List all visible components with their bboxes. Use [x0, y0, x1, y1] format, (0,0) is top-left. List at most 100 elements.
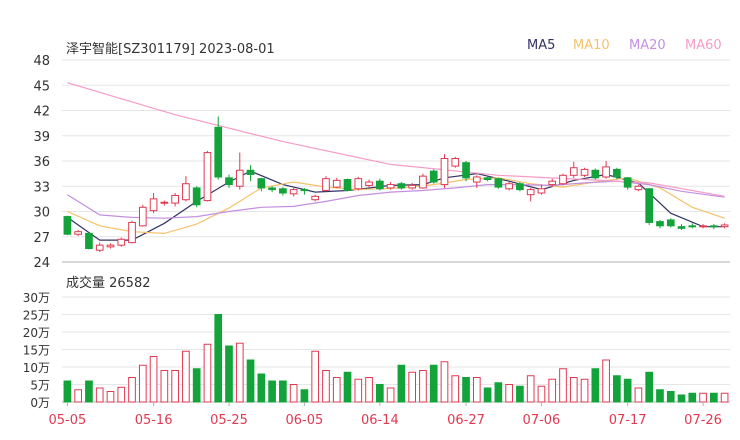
volume-bar-down — [677, 394, 686, 403]
legend-ma20: MA20 — [629, 38, 666, 53]
volume-bar-down — [494, 382, 503, 403]
volume-tick-label: 10万 — [23, 361, 50, 375]
candle-up — [451, 157, 460, 167]
candle-down — [623, 177, 632, 188]
date-tick-label: 07-17 — [609, 413, 647, 428]
volume-bar-up — [526, 375, 535, 403]
volume-bar-down — [645, 371, 654, 403]
candle-down — [375, 180, 384, 190]
candle-down — [279, 188, 287, 194]
price-tick-label: 45 — [33, 79, 50, 94]
legend-ma5: MA5 — [527, 38, 556, 53]
volume-bar-up — [699, 392, 707, 403]
volume-bar-up — [203, 343, 212, 403]
volume-bar-down — [257, 373, 266, 403]
candle-up — [332, 179, 341, 188]
candle-up — [569, 167, 578, 176]
volume-bar-up — [149, 356, 158, 403]
volume-bar-up — [505, 384, 513, 403]
candle-down — [656, 221, 664, 227]
candle-down — [214, 126, 223, 178]
candle-up — [419, 175, 427, 189]
candle-down — [462, 162, 470, 179]
volume-bar-up — [419, 370, 427, 403]
ma-line-ma20 — [67, 180, 725, 219]
volume-bar-up — [559, 368, 567, 403]
price-tick-label: 36 — [33, 155, 50, 170]
volume-bar-down — [85, 380, 93, 403]
date-tick-label: 05-05 — [48, 413, 86, 428]
candle-up — [95, 244, 104, 251]
volume-bar-up — [322, 370, 330, 403]
volume-bar-up — [106, 391, 115, 403]
volume-bar-down — [375, 384, 384, 403]
volume-tick-label: 30万 — [23, 291, 50, 305]
candle-up — [203, 152, 212, 202]
candle-down — [192, 187, 201, 206]
volume-tick-label: 5万 — [30, 379, 50, 393]
candle-up — [699, 225, 707, 228]
volume-bar-up — [451, 375, 460, 403]
candle-up — [548, 180, 557, 186]
volume-tick-label: 20万 — [23, 326, 50, 340]
candle-down — [429, 170, 438, 183]
price-tick-label: 48 — [33, 54, 50, 69]
candle-up — [580, 168, 589, 176]
price-tick-label: 24 — [33, 256, 50, 271]
candle-up — [720, 224, 729, 228]
date-tick-label: 05-25 — [210, 413, 248, 428]
candle-up — [160, 201, 169, 204]
volume-bar-down — [688, 392, 697, 403]
volume-bar-down — [656, 389, 664, 403]
candle-down — [257, 178, 266, 189]
volume-bar-down — [397, 364, 406, 403]
volume-bar-down — [214, 314, 223, 403]
volume-bar-up — [235, 342, 244, 403]
price-tick-label: 30 — [33, 206, 50, 221]
candle-up — [289, 189, 298, 195]
price-tick-label: 33 — [33, 180, 50, 195]
volume-tick-label: 25万 — [23, 309, 50, 323]
volume-bar-down — [300, 389, 309, 403]
volume-bar-up — [182, 350, 190, 403]
volume-bar-up — [289, 384, 298, 403]
volume-bar-up — [138, 364, 147, 403]
candle-up — [526, 189, 535, 196]
volume-bar-up — [74, 389, 83, 403]
volume-bar-up — [171, 370, 179, 403]
volume-bar-down — [225, 345, 233, 403]
volume-bar-down — [279, 380, 287, 403]
chart-title: 泽宇智能[SZ301179] 2023-08-01 — [66, 42, 275, 57]
volume-bar-up — [634, 387, 643, 403]
volume-bar-up — [569, 377, 578, 403]
candle-down — [300, 189, 309, 192]
volume-title: 成交量 26582 — [66, 275, 151, 291]
volume-bar-up — [440, 361, 449, 403]
candle-up — [365, 181, 373, 186]
volume-bar-up — [537, 385, 546, 403]
candle-up — [138, 206, 147, 227]
candle-up — [235, 169, 244, 187]
date-tick-label: 05-16 — [135, 413, 173, 428]
candle-down — [688, 225, 697, 228]
volume-bar-down — [623, 378, 632, 403]
legend-ma10: MA10 — [573, 38, 610, 53]
candle-up — [505, 183, 513, 190]
candle-up — [408, 184, 417, 189]
date-tick-label: 06-27 — [447, 413, 485, 428]
volume-bar-down — [429, 364, 438, 403]
candle-up — [559, 174, 567, 185]
volume-bar-up — [408, 371, 417, 403]
candle-up — [354, 178, 363, 190]
volume-bar-up — [95, 387, 104, 403]
volume-bar-down — [613, 375, 621, 403]
volume-bar-down — [591, 368, 600, 403]
volume-bar-up — [160, 370, 169, 403]
candle-down — [397, 183, 406, 189]
volume-bar-down — [192, 368, 201, 403]
volume-bar-up — [602, 359, 610, 403]
volume-bar-down — [462, 377, 470, 403]
price-tick-label: 27 — [33, 231, 50, 246]
candle-up — [322, 178, 330, 191]
